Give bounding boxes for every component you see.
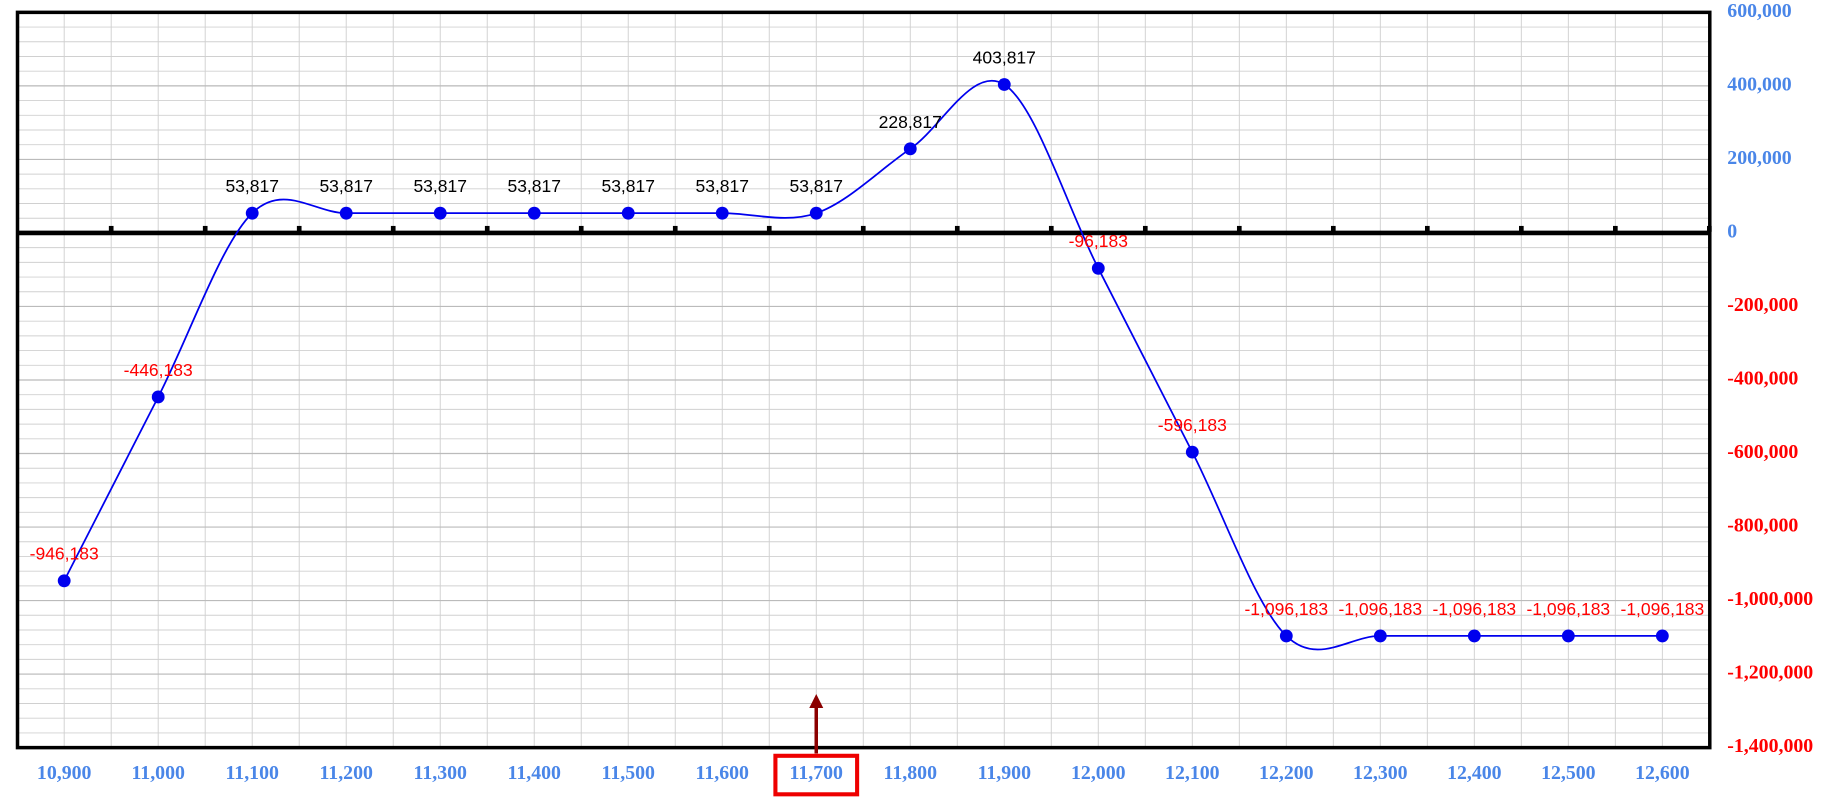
y-tick-label: -600,000 — [1727, 441, 1798, 463]
axis-tick — [766, 225, 772, 232]
axis-tick — [108, 225, 114, 232]
point — [621, 206, 635, 220]
point — [339, 206, 353, 220]
point — [245, 206, 259, 220]
value-label: 53,817 — [789, 176, 843, 196]
value-label: -596,183 — [1158, 415, 1227, 435]
x-tick-label: 11,800 — [884, 762, 938, 784]
point — [1279, 629, 1293, 643]
x-tick-label: 11,700 — [790, 762, 844, 784]
value-label: 53,817 — [319, 176, 373, 196]
x-tick-label: 12,600 — [1635, 762, 1690, 784]
point — [1091, 261, 1105, 275]
axis-tick — [672, 225, 678, 232]
y-tick-label: -800,000 — [1727, 515, 1798, 537]
axis-tick — [1518, 225, 1524, 232]
x-tick-label: 12,100 — [1165, 762, 1220, 784]
point — [715, 206, 729, 220]
x-tick-label: 11,300 — [414, 762, 468, 784]
plot-frame — [15, 10, 1712, 750]
x-tick-label: 12,300 — [1353, 762, 1408, 784]
axis-tick — [1613, 225, 1618, 232]
x-tick-label: 12,500 — [1541, 762, 1596, 784]
axis-tick — [390, 225, 396, 232]
axis-tick — [1048, 225, 1054, 232]
point — [1561, 629, 1575, 643]
value-label: -446,183 — [124, 360, 193, 380]
axis-tick — [1707, 225, 1712, 232]
value-label: 53,817 — [413, 176, 467, 196]
point — [903, 142, 917, 156]
x-tick-label: 11,500 — [602, 762, 656, 784]
highlight-box — [773, 753, 860, 797]
axis-tick — [1236, 225, 1242, 232]
value-label: -946,183 — [30, 544, 99, 564]
axis-tick — [1142, 225, 1148, 232]
point — [433, 206, 447, 220]
x-tick-label: 11,900 — [978, 762, 1032, 784]
point — [997, 78, 1011, 91]
point — [527, 206, 541, 220]
value-label: 53,817 — [507, 176, 561, 196]
x-tick-label: 12,400 — [1447, 762, 1502, 784]
axis-tick — [954, 225, 960, 232]
point — [1373, 629, 1387, 643]
x-tick-label: 12,200 — [1259, 762, 1314, 784]
point — [1185, 445, 1199, 459]
y-tick-label: 400,000 — [1727, 73, 1792, 95]
axis-tick — [1424, 225, 1430, 232]
axis-tick — [578, 225, 584, 232]
y-tick-label: 600,000 — [1727, 0, 1792, 22]
value-label: 53,817 — [695, 176, 749, 196]
line — [63, 79, 1663, 651]
value-label: -1,096,183 — [1244, 599, 1328, 619]
y-tick-label: -400,000 — [1727, 368, 1798, 390]
highlight-arrowhead — [809, 693, 824, 708]
x-tick-label: 11,200 — [319, 762, 373, 784]
value-label: 53,817 — [225, 176, 279, 196]
axis-tick — [860, 225, 866, 232]
y-tick-label: -1,200,000 — [1727, 662, 1813, 684]
y-tick-label: 200,000 — [1727, 147, 1792, 169]
y-tick-label: -200,000 — [1727, 294, 1798, 316]
x-tick-label: 11,000 — [131, 762, 185, 784]
point — [151, 390, 165, 404]
point — [1467, 629, 1481, 643]
value-label: -1,096,183 — [1526, 599, 1610, 619]
value-label: -1,096,183 — [1432, 599, 1516, 619]
axis-tick — [484, 225, 490, 232]
value-label: -1,096,183 — [1621, 599, 1705, 619]
value-label: 403,817 — [973, 47, 1036, 67]
point — [809, 206, 823, 220]
x-tick-label: 11,100 — [225, 762, 279, 784]
grid — [17, 11, 1710, 749]
value-label: 53,817 — [601, 176, 655, 196]
axis-tick — [296, 225, 302, 232]
point — [57, 574, 71, 588]
x-tick-label: 12,000 — [1071, 762, 1126, 784]
x-tick-label: 11,600 — [696, 762, 750, 784]
y-tick-label: -1,000,000 — [1727, 588, 1813, 610]
value-label: 228,817 — [879, 112, 942, 132]
x-tick-label: 11,400 — [508, 762, 562, 784]
x-tick-label: 10,900 — [37, 762, 92, 784]
axis-tick — [202, 225, 208, 232]
y-tick-label: -1,400,000 — [1727, 735, 1813, 757]
value-label: -96,183 — [1069, 231, 1128, 251]
axis-tick — [1330, 225, 1336, 232]
value-label: -1,096,183 — [1338, 599, 1422, 619]
y-tick-label: 0 — [1727, 220, 1737, 242]
point — [1655, 629, 1669, 643]
